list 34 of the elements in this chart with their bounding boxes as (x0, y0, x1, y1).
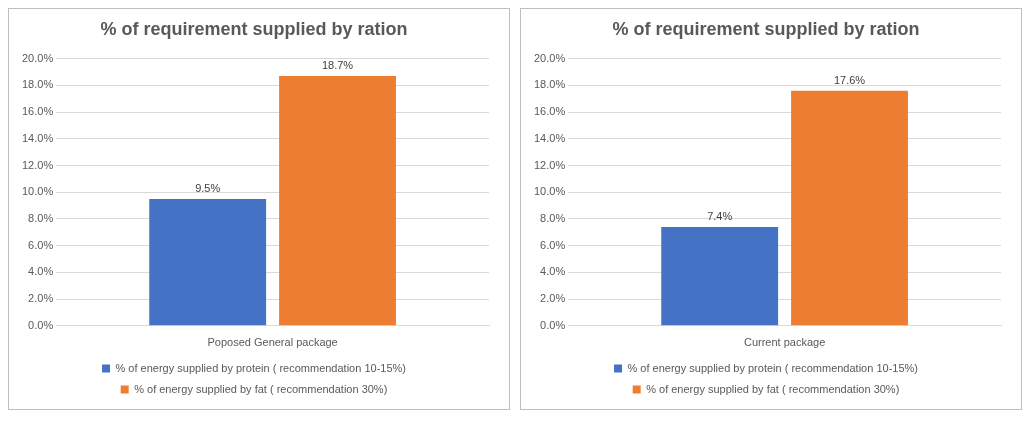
y-tick-label: 16.0% (533, 105, 566, 118)
y-tick-label: 10.0% (533, 185, 566, 198)
y-tick-label: 8.0% (540, 211, 566, 224)
y-tick-label: 6.0% (540, 238, 566, 251)
y-tick-label: 16.0% (21, 105, 54, 118)
y-tick-label: 0.0% (28, 318, 54, 331)
data-label: 17.6% (833, 74, 866, 87)
legend-label: % of energy supplied by fat ( recommendation 30%) (646, 382, 900, 395)
legend-label: % of energy supplied by fat ( recommendation 30%) (134, 382, 388, 395)
chart-title: % of requirement supplied by ration (100, 18, 408, 39)
y-tick-label: 14.0% (21, 131, 54, 144)
y-tick-label: 12.0% (533, 158, 566, 171)
data-label: 7.4% (707, 210, 733, 223)
y-tick-label: 8.0% (28, 211, 54, 224)
y-tick-label: 6.0% (28, 238, 54, 251)
y-tick-label: 4.0% (28, 265, 54, 278)
legend-label: % of energy supplied by protein ( recommendation 10-15%) (627, 361, 918, 374)
y-tick-label: 0.0% (540, 318, 566, 331)
y-tick-label: 10.0% (21, 185, 54, 198)
y-tick-label: 2.0% (540, 292, 566, 305)
y-tick-label: 2.0% (28, 292, 54, 305)
y-tick-label: 20.0% (21, 51, 54, 64)
y-tick-label: 18.0% (533, 78, 566, 91)
y-tick-label: 4.0% (540, 265, 566, 278)
data-label: 18.7% (321, 59, 354, 72)
y-tick-label: 18.0% (21, 78, 54, 91)
x-tick-label: Poposed General package (207, 336, 338, 349)
y-tick-label: 12.0% (21, 158, 54, 171)
y-tick-label: 20.0% (533, 51, 566, 64)
data-label: 9.5% (195, 182, 221, 195)
x-tick-label: Current package (743, 336, 826, 349)
y-tick-label: 14.0% (533, 131, 566, 144)
chart-title: % of requirement supplied by ration (612, 18, 920, 39)
legend-label: % of energy supplied by protein ( recommendation 10-15%) (115, 361, 406, 374)
